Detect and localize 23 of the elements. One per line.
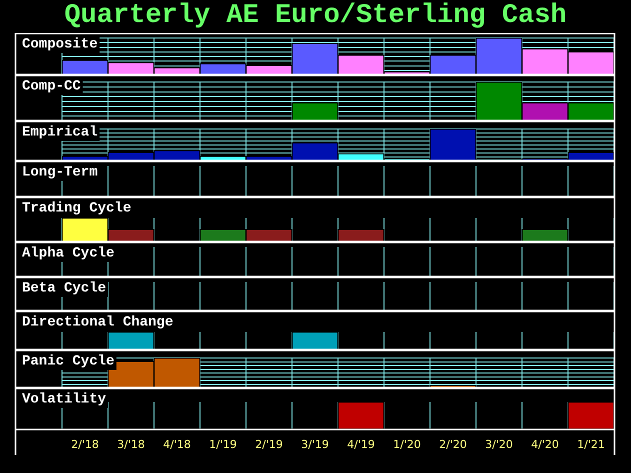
x-tick-label: 2/'20 — [439, 438, 467, 451]
y-axis-title: Directional Change — [22, 314, 174, 331]
x-tick-label: 3/'20 — [485, 438, 513, 451]
y-axis-title: Trading Cycle — [22, 200, 132, 217]
text: Beta Cycle — [22, 280, 106, 297]
text: Alpha Cycle — [22, 246, 114, 262]
x-tick-label: 1/'19 — [209, 438, 237, 451]
x-tick-label: 4/'19 — [347, 438, 375, 451]
y-axis-title: Comp-CC — [22, 78, 82, 95]
y-axis-title: Panic Cycle — [22, 354, 114, 370]
x-tick-label: 4/'20 — [531, 438, 559, 451]
x-tick-label: 4/'18 — [163, 438, 191, 451]
y-axis-title: Volatility — [22, 392, 107, 408]
x-tick-label: 3/'18 — [117, 438, 145, 451]
x-tick-label: 1/'21 — [577, 438, 605, 451]
x-tick-label: 1/'20 — [393, 438, 421, 451]
x-tick-label: 2/'18 — [71, 438, 99, 451]
y-axis-title: Composite — [22, 36, 98, 53]
x-tick-label: 2/'19 — [255, 438, 283, 451]
chart-title: Quarterly AE Euro/Sterling Cash — [63, 1, 568, 32]
text: Long-Term — [22, 164, 98, 181]
x-tick-label: 3/'19 — [301, 438, 329, 451]
y-axis-title: Empirical — [22, 124, 98, 141]
